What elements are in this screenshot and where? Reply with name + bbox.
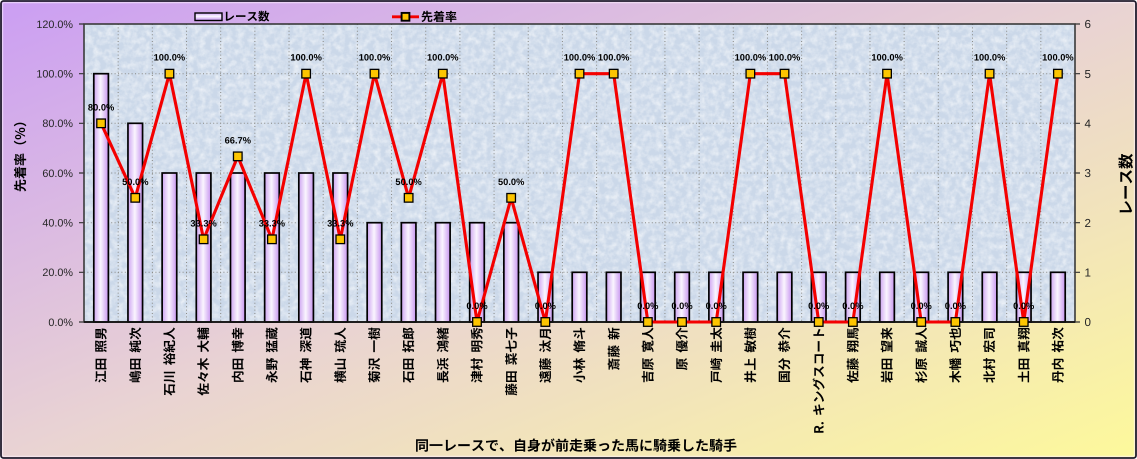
svg-text:丹内 祐次: 丹内 祐次 [1048, 327, 1067, 383]
svg-text:原 優介: 原 優介 [672, 327, 691, 370]
svg-text:100.0%: 100.0% [598, 53, 630, 63]
svg-text:20.0%: 20.0% [42, 267, 73, 279]
svg-text:100.0%: 100.0% [154, 53, 186, 63]
svg-text:0.0%: 0.0% [535, 301, 557, 311]
svg-text:佐藤 翔馬: 佐藤 翔馬 [842, 327, 861, 383]
svg-text:40.0%: 40.0% [42, 218, 73, 230]
svg-text:100.0%: 100.0% [769, 53, 801, 63]
svg-text:100.0%: 100.0% [564, 53, 596, 63]
svg-text:岩田 望来: 岩田 望来 [877, 327, 896, 383]
svg-text:北村 宏司: 北村 宏司 [979, 327, 998, 383]
svg-text:0.0%: 0.0% [945, 301, 967, 311]
svg-text:同一レースで、自身が前走乗った馬に騎乗した騎手: 同一レースで、自身が前走乗った馬に騎乗した騎手 [415, 436, 737, 456]
svg-text:0.0%: 0.0% [671, 301, 693, 311]
svg-text:50.0%: 50.0% [122, 177, 149, 187]
svg-text:4: 4 [1085, 117, 1092, 130]
svg-text:津村 明秀: 津村 明秀 [467, 327, 486, 383]
svg-text:33.3%: 33.3% [259, 218, 286, 228]
svg-text:嶋田 純次: 嶋田 純次 [125, 327, 144, 383]
svg-text:80.0%: 80.0% [88, 102, 115, 112]
svg-text:2: 2 [1085, 217, 1091, 230]
svg-text:0.0%: 0.0% [48, 317, 73, 329]
svg-text:0.0%: 0.0% [842, 301, 864, 311]
svg-text:100.0%: 100.0% [871, 53, 903, 63]
svg-text:0: 0 [1085, 316, 1091, 329]
svg-text:長浜 鴻緒: 長浜 鴻緒 [432, 327, 451, 383]
svg-text:0.0%: 0.0% [466, 301, 488, 311]
svg-text:土田 真翔: 土田 真翔 [1013, 327, 1032, 383]
svg-text:33.3%: 33.3% [190, 218, 217, 228]
svg-text:0.0%: 0.0% [637, 301, 659, 311]
svg-text:0.0%: 0.0% [911, 301, 933, 311]
svg-text:100.0%: 100.0% [359, 53, 391, 63]
svg-text:120.0%: 120.0% [36, 19, 73, 31]
svg-text:R. キングスコート: R. キングスコート [808, 327, 827, 434]
svg-text:1: 1 [1085, 266, 1091, 279]
svg-text:石神 深道: 石神 深道 [296, 327, 315, 383]
svg-text:80.0%: 80.0% [42, 118, 73, 130]
svg-text:100.0%: 100.0% [427, 53, 459, 63]
svg-text:100.0%: 100.0% [290, 53, 322, 63]
svg-text:江田 照男: 江田 照男 [91, 327, 110, 383]
svg-text:100.0%: 100.0% [1042, 53, 1074, 63]
svg-text:斎藤 新: 斎藤 新 [603, 327, 622, 370]
svg-text:菊沢 一樹: 菊沢 一樹 [364, 327, 383, 383]
svg-text:国分 恭介: 国分 恭介 [774, 327, 793, 383]
svg-text:3: 3 [1085, 167, 1091, 180]
svg-text:吉原 寛人: 吉原 寛人 [637, 327, 656, 383]
svg-text:50.0%: 50.0% [498, 177, 525, 187]
svg-text:6: 6 [1085, 18, 1091, 31]
svg-text:レース数: レース数 [224, 9, 270, 25]
svg-text:石川 裕紀人: 石川 裕紀人 [159, 327, 178, 396]
svg-text:石田 拓郎: 石田 拓郎 [398, 327, 417, 383]
svg-text:井上 敏樹: 井上 敏樹 [740, 327, 759, 383]
svg-text:先着率: 先着率 [421, 8, 457, 25]
svg-text:木幡 巧也: 木幡 巧也 [945, 327, 964, 383]
svg-text:杉原 誠人: 杉原 誠人 [911, 327, 930, 383]
svg-text:先着率（％）: 先着率（％） [10, 114, 29, 192]
svg-text:横山 琉人: 横山 琉人 [330, 327, 349, 383]
svg-text:0.0%: 0.0% [706, 301, 728, 311]
svg-text:50.0%: 50.0% [395, 177, 422, 187]
svg-text:0.0%: 0.0% [808, 301, 830, 311]
svg-text:内田 博幸: 内田 博幸 [227, 327, 246, 383]
svg-text:永野 猛蔵: 永野 猛蔵 [262, 327, 281, 383]
svg-text:小林 脩斗: 小林 脩斗 [569, 327, 588, 383]
svg-text:5: 5 [1085, 68, 1091, 81]
svg-text:60.0%: 60.0% [42, 168, 73, 180]
svg-text:100.0%: 100.0% [974, 53, 1006, 63]
svg-text:戸崎 圭太: 戸崎 圭太 [706, 327, 725, 383]
svg-text:100.0%: 100.0% [36, 69, 73, 81]
svg-text:0.0%: 0.0% [1013, 301, 1035, 311]
svg-text:遠藤 汰月: 遠藤 汰月 [535, 327, 554, 383]
svg-text:佐々木 大輔: 佐々木 大輔 [193, 327, 212, 396]
svg-text:66.7%: 66.7% [225, 135, 252, 145]
svg-text:100.0%: 100.0% [735, 53, 767, 63]
svg-text:33.3%: 33.3% [327, 218, 354, 228]
svg-text:藤田 菜七子: 藤田 菜七子 [501, 327, 520, 396]
svg-text:レース数: レース数 [1115, 153, 1137, 216]
